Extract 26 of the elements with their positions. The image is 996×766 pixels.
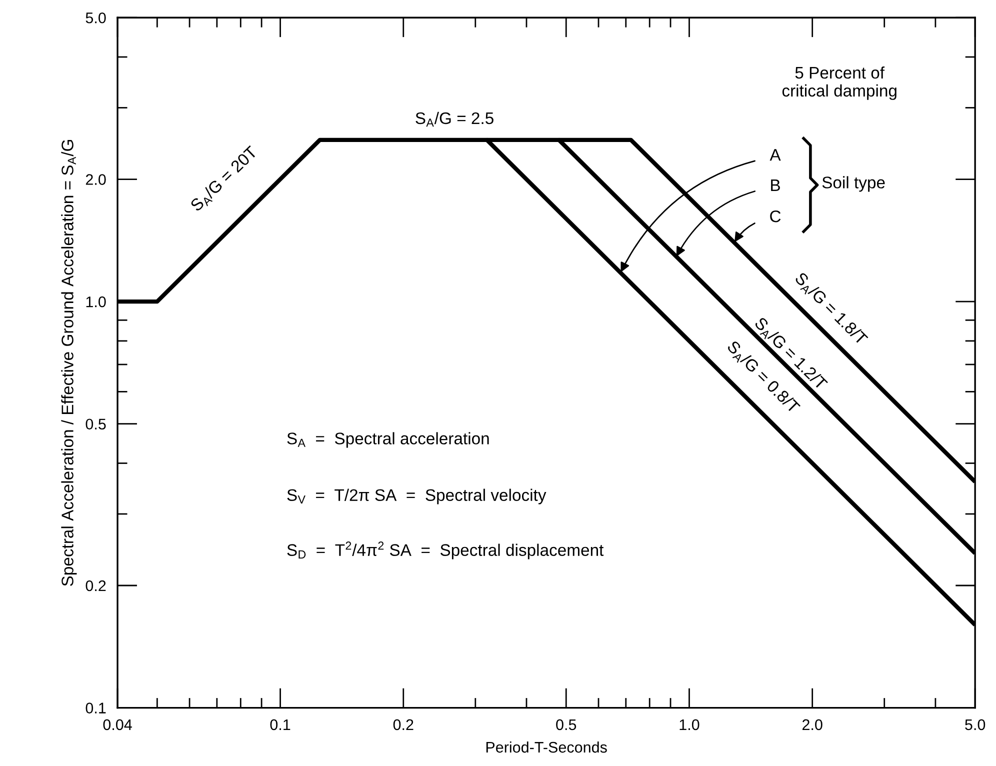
x-tick-label: 5.0 <box>965 719 986 730</box>
annotation: S$_{A}$ = Spectral acceleration <box>287 432 489 448</box>
y-tick-label: 0.1 <box>86 702 106 714</box>
annotation: S$_{A}$/G = 20T <box>189 144 260 214</box>
annotation: A <box>770 149 781 161</box>
y-tick-label: 2.0 <box>86 174 106 185</box>
x-tick-label: 1.0 <box>680 719 700 730</box>
annotation: S$_{V}$ = T/2π SA = Spectral velocity <box>287 488 546 504</box>
x-tick-label: 2.0 <box>802 719 822 730</box>
x-tick-label: 0.5 <box>556 719 576 730</box>
y-tick-label: 0.2 <box>86 580 106 592</box>
x-tick-label: 0.2 <box>393 719 414 730</box>
annotation: 5 Percent of critical damping <box>782 66 896 100</box>
annotation: B <box>771 180 780 192</box>
annotation: Soil type <box>822 176 885 192</box>
annotation: C <box>770 210 781 222</box>
annotation: S$_{D}$ = T$^{2}$/4π$^{2}$ SA = Spectral displacement <box>287 542 604 560</box>
x-tick-label: 0.04 <box>103 719 132 730</box>
y-tick-label: 5.0 <box>86 12 106 24</box>
y-axis-title: Spectral Acceleration / Effective Ground Acceleration = S$_{A}$/G <box>61 140 77 586</box>
annotation: S$_{A}$/G = 2.5 <box>416 112 494 127</box>
annotation: S$_{A}$/G = 1.8/T <box>792 271 869 348</box>
y-tick-label: 0.5 <box>86 418 106 430</box>
y-tick-label: 1.0 <box>86 296 106 308</box>
x-tick-label: 0.1 <box>270 719 290 730</box>
x-axis-title: Period-T-Seconds <box>486 741 607 753</box>
